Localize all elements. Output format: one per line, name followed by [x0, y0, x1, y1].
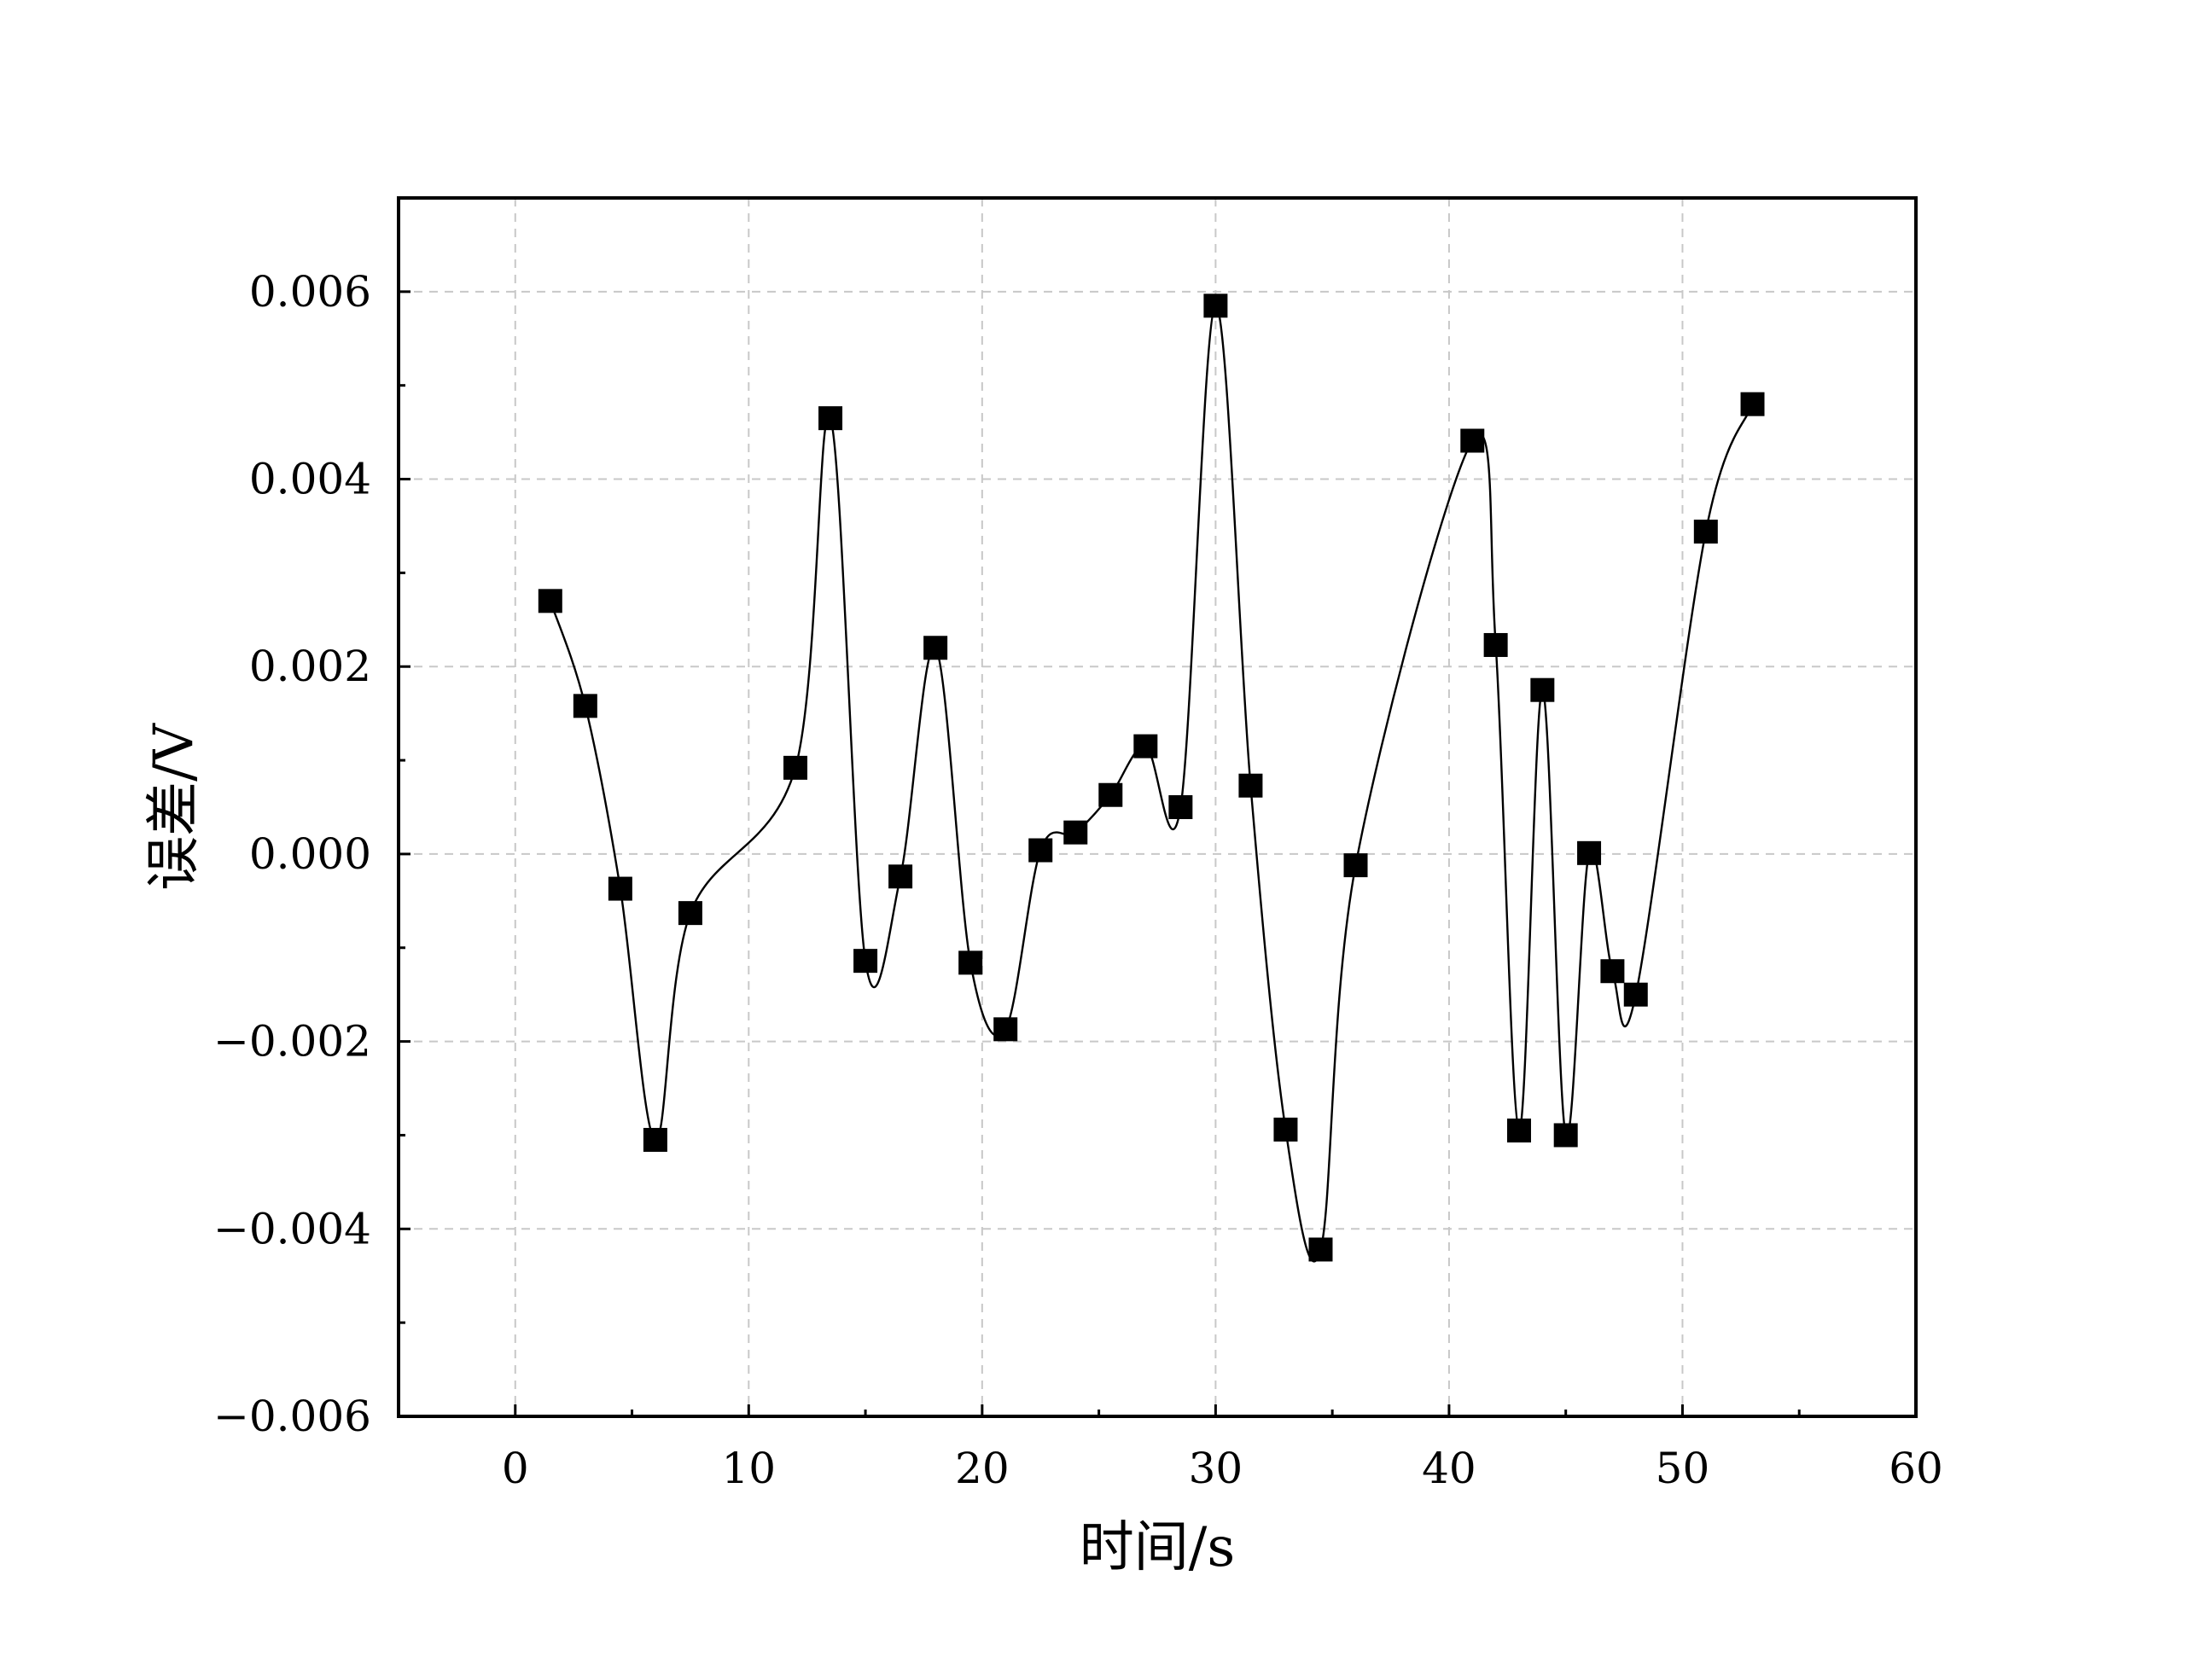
x-tick-label: 0: [502, 1444, 529, 1493]
x-axis-title: 时间/s: [1080, 1516, 1235, 1579]
data-point-marker: [888, 864, 913, 889]
data-point-marker: [1577, 840, 1602, 865]
data-point-marker: [1133, 734, 1158, 759]
data-point-marker: [1238, 773, 1263, 798]
data-point-marker: [1028, 838, 1053, 863]
series-line: [549, 305, 1754, 1263]
data-point-marker: [1308, 1237, 1333, 1262]
data-point-marker: [1506, 1118, 1531, 1142]
x-tick-labels: 0 10 20 30 40 50 60: [502, 1444, 1943, 1493]
x-tick-label: 10: [721, 1444, 776, 1493]
x-tick-label: 20: [955, 1444, 1010, 1493]
data-point-marker: [573, 694, 597, 718]
x-tick-label: 40: [1422, 1444, 1476, 1493]
y-tick-label: −0.002: [213, 1017, 371, 1067]
data-point-marker: [1600, 959, 1625, 984]
y-tick-label: 0.004: [249, 455, 371, 504]
data-point-marker: [1530, 677, 1555, 702]
y-tick-label: −0.004: [213, 1204, 371, 1253]
data-point-marker: [1343, 853, 1368, 878]
data-point-marker: [678, 901, 702, 926]
data-point-marker: [818, 406, 843, 431]
data-point-marker: [1098, 782, 1123, 807]
data-point-marker: [1063, 820, 1088, 845]
x-tick-label: 30: [1189, 1444, 1243, 1493]
data-point-marker: [1740, 392, 1765, 416]
data-point-marker: [1273, 1117, 1298, 1142]
data-point-marker: [538, 589, 562, 613]
data-point-marker: [608, 876, 632, 901]
data-point-marker: [1623, 982, 1648, 1007]
data-point-marker: [1553, 1123, 1578, 1148]
data-point-marker: [958, 950, 983, 975]
data-point-marker: [853, 949, 878, 974]
y-tick-label: −0.006: [213, 1392, 371, 1441]
data-point-marker: [1460, 428, 1485, 453]
data-point-marker: [1203, 294, 1228, 318]
y-tick-label: 0.002: [249, 642, 371, 691]
y-tick-label: 0.006: [249, 267, 371, 317]
axis-ticks: [397, 290, 1918, 1418]
grid-lines: [399, 198, 1916, 1416]
x-tick-label: 50: [1656, 1444, 1710, 1493]
y-axis-title: 误差/V: [143, 722, 206, 891]
data-point-marker: [923, 636, 948, 660]
y-tick-labels: −0.006 −0.004 −0.002 0.000 0.002 0.004 0.006: [213, 267, 371, 1441]
series-markers: [538, 294, 1765, 1262]
plot-frame: [397, 196, 1918, 1418]
data-point-marker: [643, 1127, 667, 1152]
data-point-marker: [1483, 632, 1508, 657]
y-tick-label: 0.000: [249, 829, 371, 879]
data-point-marker: [993, 1017, 1018, 1042]
data-point-marker: [1693, 520, 1718, 544]
data-point-marker: [1168, 795, 1193, 819]
data-point-marker: [783, 755, 808, 780]
x-tick-label: 60: [1889, 1444, 1943, 1493]
